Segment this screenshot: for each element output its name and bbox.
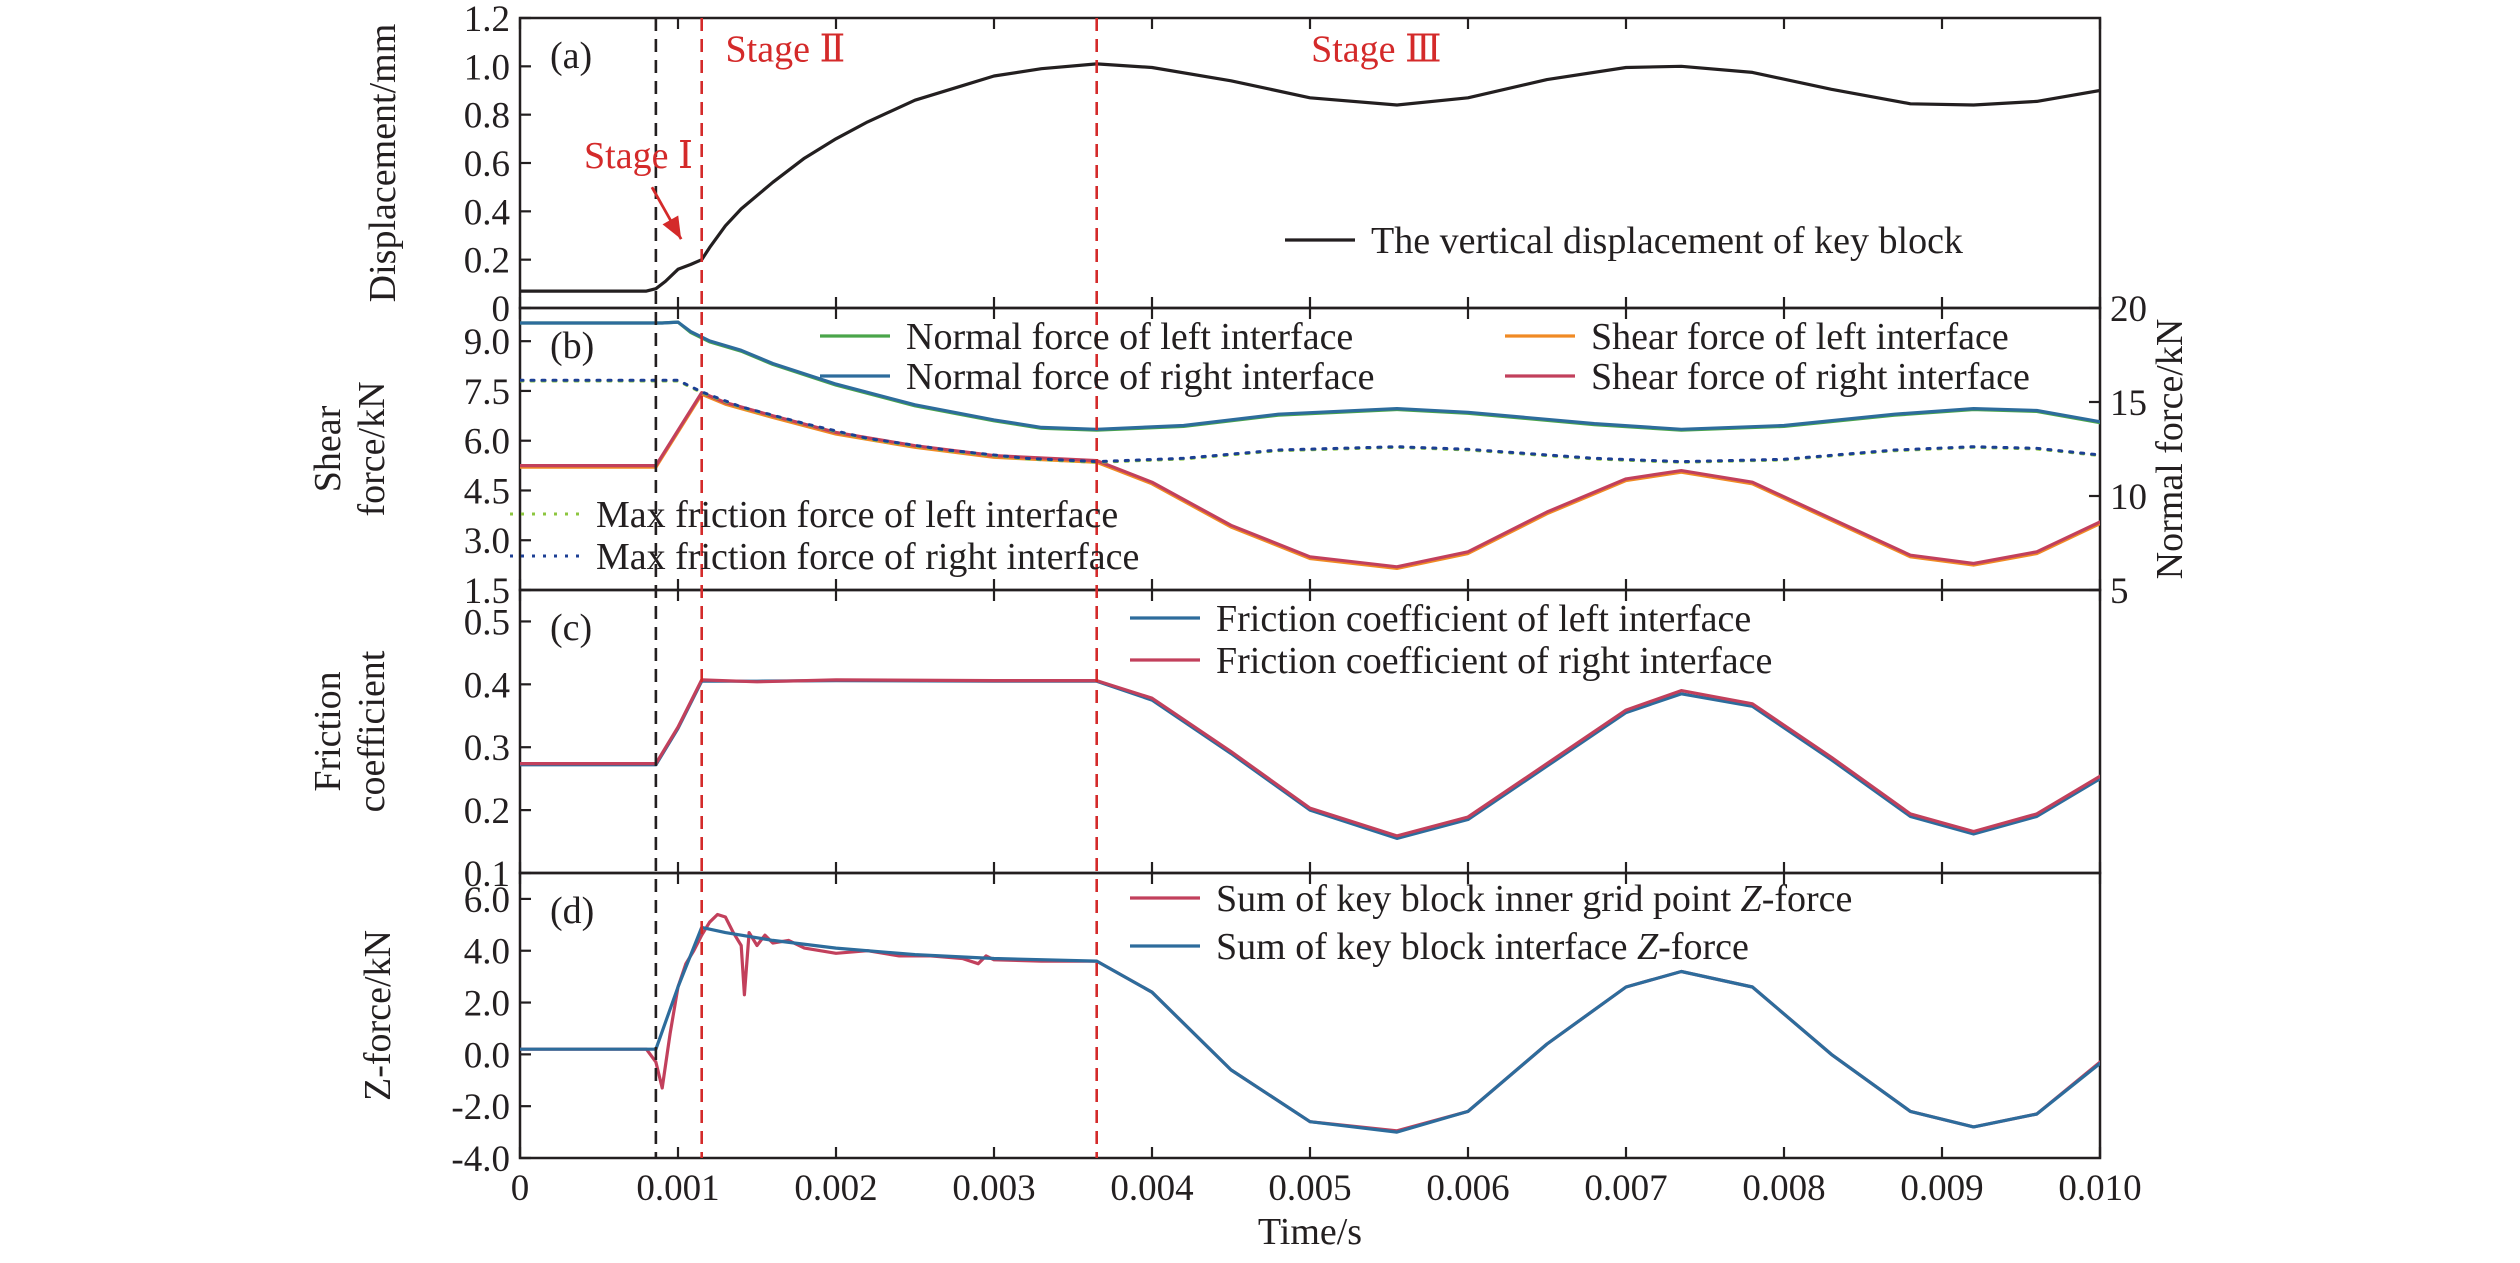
panel-b-ytick-right-label: 5 [2110, 571, 2129, 612]
legend-entry: Shear force of left interface [1591, 316, 2009, 358]
legend-entry: Friction coefficient of right interface [1216, 640, 1772, 682]
panel-d-ytick-label: 2.0 [464, 984, 510, 1025]
legend-entry: Sum of key block inner grid point Z-forc… [1216, 878, 1852, 920]
x-tick-label: 0.007 [1584, 1168, 1667, 1209]
series-the-vertical-displacement-of-key-block [520, 62, 2100, 293]
panel-d-ytick-label: 6.0 [464, 880, 510, 921]
legend-entry: Sum of key block interface Z-force [1216, 926, 1749, 968]
legend-entry: Max friction force of left interface [596, 494, 1118, 536]
panel-d-series-group [520, 912, 2100, 1134]
panel-b-ytick-label: 4.5 [464, 471, 510, 512]
panel-b-series-group [520, 320, 2100, 570]
panel-b-ytick-label: 1.5 [464, 571, 510, 612]
panel-c-ylabel: Friction [307, 671, 349, 791]
panel-b-ytick-label: 6.0 [464, 422, 510, 463]
panel-b-ytick-label: 9.0 [464, 322, 510, 363]
panel-d-ytick-label: -4.0 [451, 1139, 510, 1180]
x-tick-label: 0.010 [2058, 1168, 2141, 1209]
panel-c-ytick-label: 0.5 [464, 602, 510, 643]
panel-d-ytick-label: 0.0 [464, 1035, 510, 1076]
x-axis-label: Time/s [1258, 1211, 1362, 1253]
panel-b-ylabel: force/kN [351, 381, 393, 516]
stage-label: Stage Ⅱ [726, 29, 846, 71]
panel-d-ytick-label: -2.0 [451, 1087, 510, 1128]
panel-a-ytick-label: 0.6 [464, 144, 510, 185]
panel-a-ytick-label: 0.4 [464, 192, 510, 233]
x-tick-label: 0.001 [636, 1168, 719, 1209]
stage-arrow-head [662, 215, 682, 240]
panel-b-ylabel: Shear [307, 405, 349, 492]
x-tick-label: 0.003 [952, 1168, 1035, 1209]
x-tick-label: 0.004 [1110, 1168, 1193, 1209]
panel-c-label: (c) [550, 607, 592, 649]
series-lines [520, 62, 2100, 1134]
panel-c-ytick-label: 0.1 [464, 854, 510, 895]
series-friction-coefficient-of-right-interface [520, 678, 2100, 838]
panel-d-label: (d) [550, 890, 594, 932]
stage-label: Stage Ⅲ [1311, 29, 1442, 71]
stage-markers [650, 18, 1098, 1158]
legend-entry: Normal force of left interface [906, 316, 1353, 358]
panel-b-ylabel-right: Normal force/kN [2149, 319, 2191, 580]
x-tick-label: 0.006 [1426, 1168, 1509, 1209]
panel-a-label: (a) [550, 35, 592, 77]
panel-a-ytick-label: 0 [492, 289, 511, 330]
panel-c-ylabel: coefficient [351, 650, 393, 812]
x-tick-label: 0.008 [1742, 1168, 1825, 1209]
panel-a-ytick-label: 1.0 [464, 47, 510, 88]
panel-c-ytick-label: 0.2 [464, 791, 510, 832]
panel-a-ytick-label: 0.8 [464, 96, 510, 137]
panel-a-series-group [520, 62, 2100, 293]
panel-c-ytick-label: 0.3 [464, 728, 510, 769]
x-tick-label: 0.005 [1268, 1168, 1351, 1209]
x-tick-label: 0.009 [1900, 1168, 1983, 1209]
panel-b-label: (b) [550, 325, 594, 367]
panel-b-ytick-right-label: 20 [2110, 289, 2147, 330]
panel-c-series-group [520, 678, 2100, 840]
series-max-friction-force-of-right-interface [520, 378, 2100, 464]
legend-entry: Max friction force of right interface [596, 536, 1139, 578]
panel-a-ytick-label: 0.2 [464, 241, 510, 282]
legend-entry: Shear force of right interface [1591, 356, 2030, 398]
panel-d-ytick-label: 4.0 [464, 932, 510, 973]
legend-entry: Normal force of right interface [906, 356, 1374, 398]
panel-a-ylabel: Displacement/mm [362, 24, 404, 303]
axis-ticks [518, 16, 2102, 1160]
series-friction-coefficient-of-left-interface [520, 679, 2100, 840]
x-tick-label: 0 [511, 1168, 530, 1209]
x-tick-label: 0.002 [794, 1168, 877, 1209]
panel-b-ytick-right-label: 15 [2110, 383, 2147, 424]
panel-c-ytick-label: 0.4 [464, 665, 510, 706]
panel-d-ylabel: Z-force/kN [357, 930, 399, 1101]
panel-b-ytick-right-label: 10 [2110, 477, 2147, 518]
series-sum-of-key-block-interface-z-force [520, 925, 2100, 1134]
panel-b-ytick-label: 7.5 [464, 372, 510, 413]
legend-entry: The vertical displacement of key block [1371, 220, 1963, 262]
legend-entry: Friction coefficient of left interface [1216, 598, 1751, 640]
legends: The vertical displacement of key block No… [510, 220, 2030, 968]
labels: 0 0.2 0.4 0.6 0.8 1.0 1.2 (a) Displacement/mm 1.5… [307, 0, 2191, 1253]
panel-a-ytick-label: 1.2 [464, 0, 510, 40]
panel-b-ytick-label: 3.0 [464, 521, 510, 562]
stage-label: Stage Ⅰ [584, 135, 693, 177]
